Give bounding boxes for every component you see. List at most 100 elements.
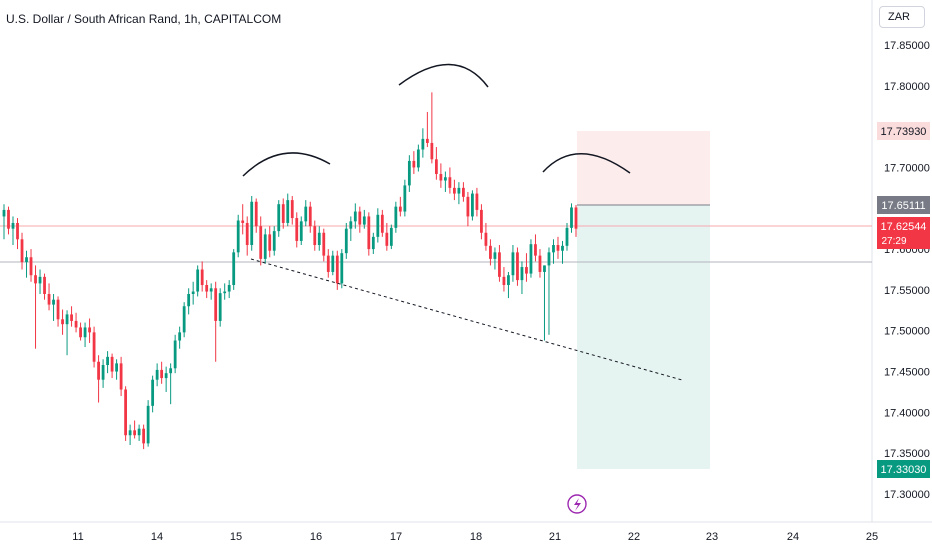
candle[interactable] [371,232,375,254]
candle[interactable] [263,228,267,264]
candle[interactable] [47,283,51,311]
candle[interactable] [155,363,159,387]
candle[interactable] [101,359,105,388]
candle[interactable] [534,234,537,262]
candle[interactable] [421,128,425,158]
candle[interactable] [43,273,46,300]
candle[interactable] [443,171,447,192]
candle[interactable] [97,355,100,403]
candle[interactable] [367,212,371,256]
candle[interactable] [335,250,339,290]
left-shoulder-arc[interactable] [242,152,331,177]
candle[interactable] [452,179,456,201]
time-axis[interactable]: 11 14 15 16 17 18 21 22 23 24 25 [72,531,878,543]
candle[interactable] [349,216,353,241]
candle[interactable] [475,187,479,217]
candle[interactable] [115,359,118,380]
candle[interactable] [11,216,15,246]
candle[interactable] [407,155,411,192]
candle[interactable] [124,386,128,441]
candle[interactable] [529,239,533,278]
candle[interactable] [507,271,510,299]
candle[interactable] [79,322,82,341]
candle[interactable] [317,226,321,251]
candle[interactable] [376,208,380,243]
candle[interactable] [439,163,443,188]
candle[interactable] [70,306,73,327]
candle[interactable] [543,265,546,341]
candle[interactable] [196,265,200,297]
candle[interactable] [556,236,560,259]
candle[interactable] [552,239,555,264]
candle[interactable] [565,222,569,251]
head-arc[interactable] [398,63,489,88]
candle[interactable] [448,167,452,194]
candle[interactable] [574,205,578,237]
candle[interactable] [191,281,195,305]
candle[interactable] [308,201,312,233]
candle[interactable] [173,334,177,374]
candle[interactable] [299,216,303,246]
candle[interactable] [232,249,236,290]
candle[interactable] [16,218,19,250]
candle[interactable] [281,198,285,229]
candle[interactable] [502,267,506,292]
candle[interactable] [56,296,60,327]
candle[interactable] [389,224,393,250]
candle[interactable] [398,196,402,217]
right-shoulder-arc[interactable] [542,153,631,174]
candle[interactable] [430,92,434,164]
candle[interactable] [110,353,114,379]
candle[interactable] [403,179,407,217]
candle[interactable] [200,261,204,292]
candle[interactable] [61,309,64,335]
candle[interactable] [223,283,227,300]
candle[interactable] [538,249,542,278]
candle[interactable] [493,247,497,270]
candle[interactable] [128,424,132,446]
candle[interactable] [209,283,213,300]
candle[interactable] [259,216,263,266]
candle[interactable] [2,204,6,240]
candle[interactable] [516,247,519,286]
candle[interactable] [480,204,483,240]
candle[interactable] [547,247,551,335]
candle[interactable] [34,265,37,349]
candle[interactable] [52,293,55,321]
candle[interactable] [88,318,91,343]
candle[interactable] [29,249,33,282]
candle[interactable] [218,288,222,327]
candle[interactable] [142,424,146,450]
candle[interactable] [304,200,308,227]
candle[interactable] [182,302,186,338]
candle[interactable] [227,280,231,299]
candle[interactable] [498,245,501,282]
candle[interactable] [412,151,416,174]
candle[interactable] [358,206,362,233]
candle[interactable] [416,144,420,172]
candle[interactable] [290,196,294,225]
candle[interactable] [106,351,109,374]
candle[interactable] [25,250,28,278]
candle[interactable] [7,206,10,235]
candle[interactable] [380,209,384,237]
candle[interactable] [471,190,474,221]
candle[interactable] [434,147,438,180]
candle[interactable] [484,222,488,251]
candle[interactable] [137,424,141,441]
candle[interactable] [133,420,137,439]
candle[interactable] [178,326,182,349]
candle[interactable] [236,214,240,258]
candle[interactable] [151,375,155,413]
neckline-trendline[interactable] [250,258,683,381]
candle[interactable] [570,203,573,233]
candle[interactable] [466,191,470,227]
candle[interactable] [250,196,254,251]
candle[interactable] [385,222,389,251]
candle[interactable] [245,216,249,256]
candle[interactable] [38,269,42,294]
candle[interactable] [205,280,209,299]
candle[interactable] [214,281,218,362]
candle[interactable] [160,361,164,384]
candle[interactable] [344,222,348,259]
